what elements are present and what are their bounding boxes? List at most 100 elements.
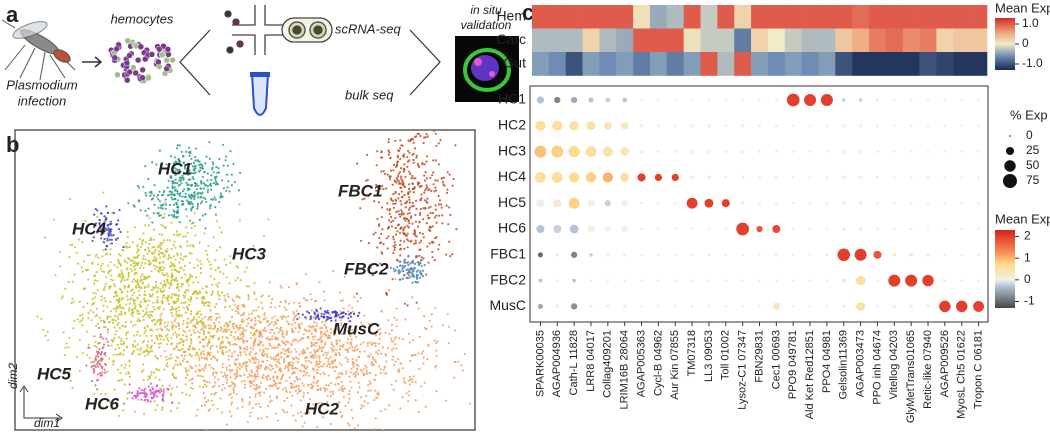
cell-point [411,138,414,141]
cell-point [177,313,180,316]
cell-point [117,317,120,320]
cell-point [122,343,125,346]
cell-point [202,385,205,389]
cell-point [330,360,333,363]
cell-point [291,361,294,364]
cell-point [159,214,162,217]
cell-point [211,290,214,293]
dot [876,279,879,282]
cell-point [203,171,206,174]
cell-point [86,268,89,272]
cell-point [120,337,123,340]
cell-point [315,341,319,344]
cell-point [299,370,303,373]
cell-point [73,273,76,276]
cell-point [212,236,215,239]
cell-point [242,335,245,338]
cell-point [395,210,398,214]
cell-point [201,317,204,320]
cell-point [215,220,218,223]
cell-point [225,276,228,279]
cell-point [332,270,335,273]
cell-point [219,192,222,195]
cell-point [107,227,110,230]
cell-point [416,273,419,276]
cell-point [415,235,418,238]
cell-point [386,173,389,176]
cell-point [152,395,156,398]
cell-point [184,290,187,293]
cell-point [251,334,254,337]
cell-point [144,224,147,227]
cell-point [301,382,304,385]
cell-point [348,397,351,400]
cell-point [388,404,391,407]
cell-point [194,234,197,237]
cell-point [286,354,289,357]
dot [606,252,610,257]
hemocyte-icon [108,37,176,85]
cell-point [100,212,103,215]
cell-point [211,344,214,347]
dot [639,123,644,128]
cell-point [131,259,135,262]
cell-point [135,262,138,265]
cell-point [269,356,272,359]
cell-point [209,318,213,321]
cell-point [310,361,313,364]
dot [690,175,694,180]
cell-point [102,343,106,346]
cell-point [447,342,450,345]
cell-point [385,372,388,375]
cell-point [334,431,336,433]
cell-point [179,363,183,367]
cell-point [116,323,119,326]
cell-point [134,345,137,348]
cell-point [172,324,175,327]
cell-point [99,267,102,270]
cell-point [308,325,311,328]
gene-label: PPO inh 04674 [871,330,883,405]
cell-point [417,307,420,310]
cell-point [224,345,227,348]
cell-point [230,183,233,187]
cell-point [173,186,176,189]
cell-point [434,366,437,369]
cell-point [338,316,342,319]
cell-point [157,244,160,247]
cell-point [107,232,110,235]
dot [656,201,660,205]
cell-point [170,296,173,299]
cell-point [398,231,402,235]
cell-point [311,384,314,388]
cell-point [337,388,341,392]
cell-point [344,404,347,408]
cell-point [253,379,256,382]
heat-cell [818,28,836,53]
cell-point [140,278,143,281]
cell-point [220,231,223,234]
cell-point [345,372,348,375]
cell-point [228,368,232,371]
cell-point [161,397,164,400]
cell-point [287,315,290,318]
cell-point [98,371,102,375]
cell-point [163,266,166,269]
cell-point [165,272,168,275]
cell-point [159,204,162,207]
cell-point [292,319,295,322]
cell-point [156,328,159,331]
dot [536,199,545,208]
cell-point [229,343,232,346]
cell-point [120,276,123,279]
cell-point [322,416,325,419]
cell-point [264,352,267,355]
cell-point [164,249,167,253]
heat-cell [633,5,651,29]
cell-point [421,162,424,165]
dot [588,97,594,103]
cell-point [184,367,187,370]
cell-point [115,353,118,356]
cell-point [102,191,105,194]
cell-point [123,366,126,369]
